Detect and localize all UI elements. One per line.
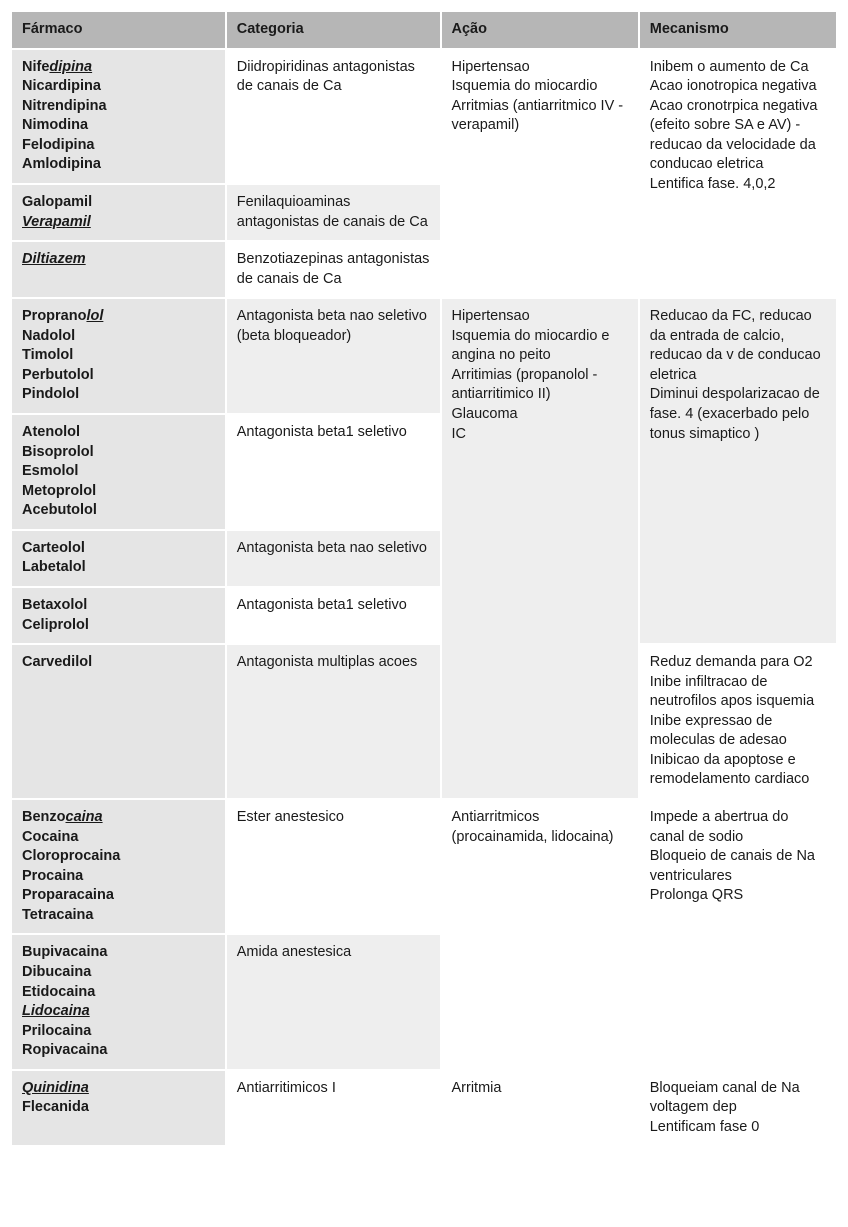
table-row: Nifedipina Nicardipina Nitrendipina Nimod… xyxy=(11,49,837,184)
acao-cell: Antiarritmicos (procainamida, lidocaina) xyxy=(441,799,639,1070)
emphasis: Quinidina xyxy=(22,1080,89,1096)
text: Prilocaina Ropivacaina xyxy=(22,1023,107,1059)
text: Nife xyxy=(22,59,49,75)
text: Flecanida xyxy=(22,1099,89,1115)
farmaco-cell: Benzocaina Cocaina Cloroprocaina Procaina… xyxy=(11,799,226,934)
emphasis: Lidocaina xyxy=(22,1003,90,1019)
text: Nadolol Timolol Perbutolol Pindolol xyxy=(22,328,94,403)
table-row: Propranolol Nadolol Timolol Perbutolol Pi… xyxy=(11,298,837,414)
emphasis: lol xyxy=(86,308,103,324)
categoria-cell: Fenilaquioaminas antagonistas de canais … xyxy=(226,184,441,241)
header-farmaco: Fármaco xyxy=(11,11,226,49)
categoria-cell: Antagonista multiplas acoes xyxy=(226,644,441,799)
table-header-row: Fármaco Categoria Ação Mecanismo xyxy=(11,11,837,49)
categoria-cell: Ester anestesico xyxy=(226,799,441,934)
categoria-cell: Antiarritimicos I xyxy=(226,1070,441,1147)
header-categoria: Categoria xyxy=(226,11,441,49)
farmaco-cell: Diltiazem xyxy=(11,241,226,298)
farmaco-cell: Carvedilol xyxy=(11,644,226,799)
text: Cocaina Cloroprocaina Procaina Proparaca… xyxy=(22,829,120,923)
farmaco-cell: Quinidina Flecanida xyxy=(11,1070,226,1147)
farmaco-cell: Bupivacaina Dibucaina Etidocaina Lidocai… xyxy=(11,934,226,1069)
farmaco-cell: Atenolol Bisoprolol Esmolol Metoprolol A… xyxy=(11,414,226,530)
categoria-cell: Amida anestesica xyxy=(226,934,441,1069)
emphasis: dipina xyxy=(49,59,92,75)
emphasis: caina xyxy=(66,809,103,825)
categoria-cell: Benzotiazepinas antagonistas de canais d… xyxy=(226,241,441,298)
mecanismo-cell: Reduz demanda para O2 Inibe infiltracao … xyxy=(639,644,837,799)
emphasis: Diltiazem xyxy=(22,251,86,267)
pharmacology-table: Fármaco Categoria Ação Mecanismo Nifedip… xyxy=(10,10,838,1147)
categoria-cell: Antagonista beta1 seletivo xyxy=(226,587,441,644)
categoria-cell: Diidropiridinas antagonistas de canais d… xyxy=(226,49,441,184)
emphasis: Verapamil xyxy=(22,214,91,230)
table-row: Quinidina Flecanida Antiarritimicos I Arr… xyxy=(11,1070,837,1147)
table-row: Carvedilol Antagonista multiplas acoes R… xyxy=(11,644,837,799)
mecanismo-cell: Impede a abertrua do canal de sodio Bloq… xyxy=(639,799,837,1070)
categoria-cell: Antagonista beta nao seletivo xyxy=(226,530,441,587)
table-row: Benzocaina Cocaina Cloroprocaina Procaina… xyxy=(11,799,837,934)
mecanismo-cell: Reducao da FC, reducao da entrada de cal… xyxy=(639,298,837,644)
text: Galopamil xyxy=(22,194,92,210)
categoria-cell: Antagonista beta nao seletivo (beta bloq… xyxy=(226,298,441,414)
mecanismo-cell: Bloqueiam canal de Na voltagem dep Lenti… xyxy=(639,1070,837,1147)
mecanismo-cell: Inibem o aumento de Ca Acao ionotropica … xyxy=(639,49,837,299)
header-acao: Ação xyxy=(441,11,639,49)
header-mecanismo: Mecanismo xyxy=(639,11,837,49)
farmaco-cell: Galopamil Verapamil xyxy=(11,184,226,241)
farmaco-cell: Carteolol Labetalol xyxy=(11,530,226,587)
text: Proprano xyxy=(22,308,86,324)
text: Bupivacaina Dibucaina Etidocaina xyxy=(22,944,107,999)
acao-cell: Hipertensao Isquemia do miocardio Arritm… xyxy=(441,49,639,299)
text: Nicardipina Nitrendipina Nimodina Felodi… xyxy=(22,78,107,172)
acao-cell: Arritmia xyxy=(441,1070,639,1147)
farmaco-cell: Betaxolol Celiprolol xyxy=(11,587,226,644)
text: Benzo xyxy=(22,809,66,825)
farmaco-cell: Propranolol Nadolol Timolol Perbutolol Pi… xyxy=(11,298,226,414)
acao-cell: Hipertensao Isquemia do miocardio e angi… xyxy=(441,298,639,799)
categoria-cell: Antagonista beta1 seletivo xyxy=(226,414,441,530)
farmaco-cell: Nifedipina Nicardipina Nitrendipina Nimod… xyxy=(11,49,226,184)
